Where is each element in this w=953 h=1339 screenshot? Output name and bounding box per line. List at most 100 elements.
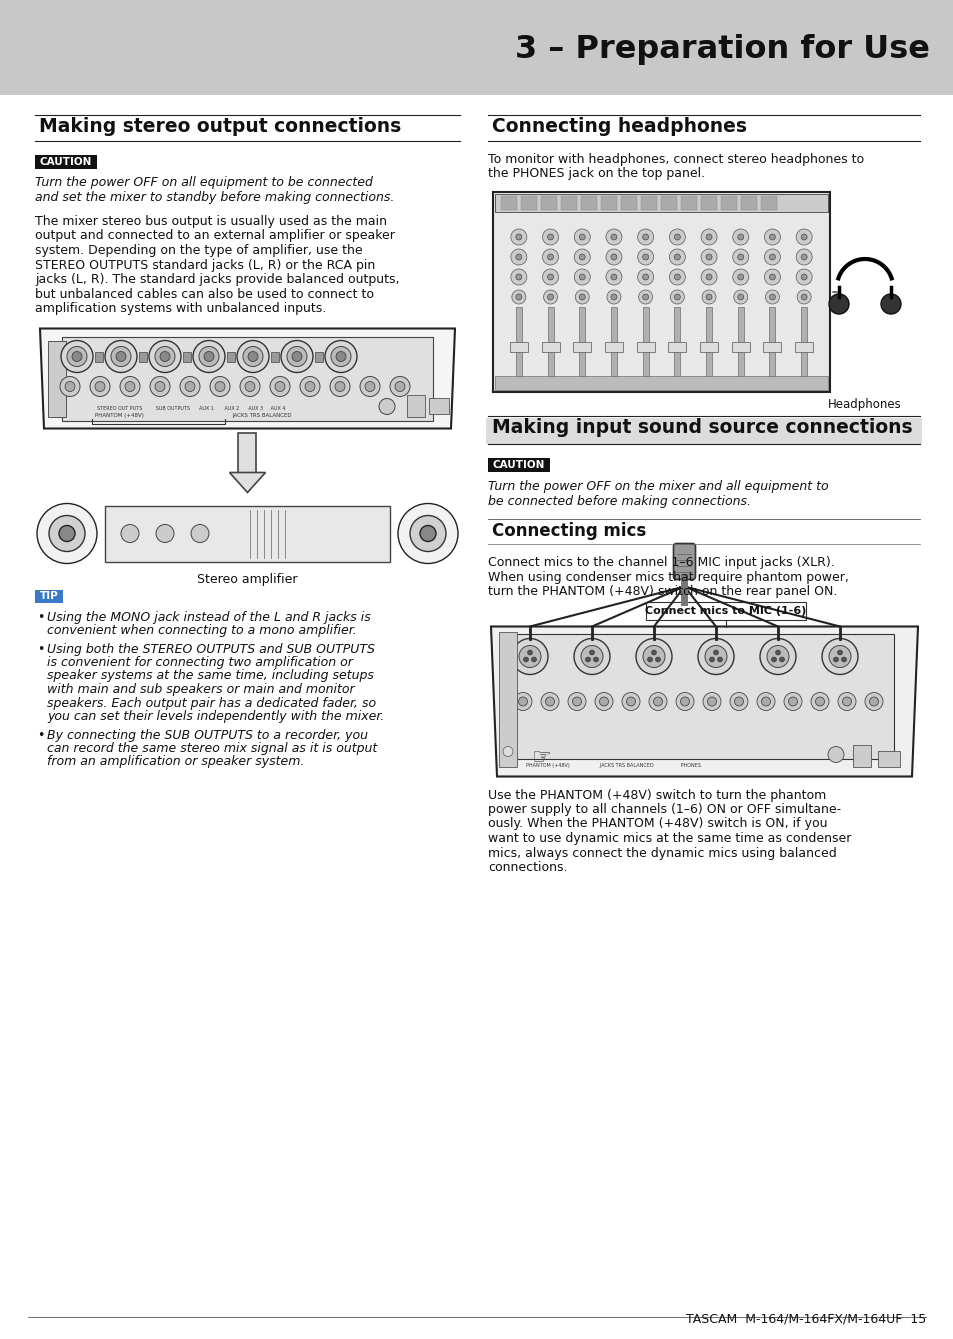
Circle shape [90, 376, 110, 396]
Bar [604, 341, 622, 352]
Text: Using both the STEREO OUTPUTS and SUB OUTPUTS: Using both the STEREO OUTPUTS and SUB OU… [47, 643, 375, 656]
Bar [720, 195, 737, 210]
Circle shape [698, 639, 733, 675]
Circle shape [335, 352, 346, 362]
Circle shape [732, 229, 748, 245]
Text: •: • [37, 611, 45, 624]
Bar [407, 395, 424, 416]
Circle shape [236, 340, 269, 372]
Circle shape [796, 249, 811, 265]
Circle shape [325, 340, 356, 372]
Circle shape [701, 291, 716, 304]
Circle shape [766, 645, 788, 668]
Circle shape [547, 234, 553, 240]
Circle shape [764, 291, 779, 304]
Circle shape [589, 649, 594, 655]
Circle shape [783, 692, 801, 711]
Circle shape [578, 274, 584, 280]
Circle shape [700, 249, 717, 265]
Circle shape [270, 376, 290, 396]
Circle shape [574, 639, 609, 675]
Bar [801, 307, 806, 378]
Text: Using the MONO jack instead of the L and R jacks is: Using the MONO jack instead of the L and… [47, 611, 371, 624]
Circle shape [116, 352, 126, 362]
Circle shape [637, 229, 653, 245]
Circle shape [547, 295, 553, 300]
Text: •: • [37, 728, 45, 742]
Circle shape [707, 698, 716, 706]
Circle shape [651, 649, 656, 655]
Bar [642, 307, 648, 378]
Bar [700, 195, 717, 210]
Circle shape [154, 347, 174, 367]
Circle shape [841, 657, 845, 661]
Text: and set the mixer to standby before making connections.: and set the mixer to standby before maki… [35, 190, 394, 204]
Circle shape [797, 291, 810, 304]
Circle shape [59, 525, 75, 541]
Circle shape [732, 269, 748, 285]
Circle shape [243, 347, 263, 367]
Circle shape [769, 295, 775, 300]
Circle shape [378, 399, 395, 415]
Circle shape [732, 249, 748, 265]
Circle shape [390, 376, 410, 396]
Text: Connect mics to MIC (1-6): Connect mics to MIC (1-6) [644, 605, 805, 616]
Circle shape [801, 254, 806, 260]
Text: TIP: TIP [40, 590, 58, 601]
Circle shape [648, 692, 666, 711]
Circle shape [248, 352, 257, 362]
Circle shape [642, 645, 664, 668]
Circle shape [204, 352, 213, 362]
Circle shape [769, 234, 775, 240]
Text: The mixer stereo bus output is usually used as the main: The mixer stereo bus output is usually u… [35, 216, 387, 228]
Circle shape [626, 698, 635, 706]
Text: speaker systems at the same time, including setups: speaker systems at the same time, includ… [47, 670, 374, 683]
Circle shape [642, 254, 648, 260]
Circle shape [705, 254, 711, 260]
Circle shape [705, 234, 711, 240]
Text: JACKS TRS BALANCED: JACKS TRS BALANCED [232, 414, 292, 419]
Circle shape [705, 274, 711, 280]
Circle shape [769, 274, 775, 280]
Circle shape [763, 249, 780, 265]
Circle shape [510, 249, 526, 265]
Circle shape [709, 657, 714, 661]
Bar [429, 398, 449, 414]
Circle shape [637, 269, 653, 285]
Bar [509, 341, 527, 352]
Bar [762, 341, 781, 352]
Circle shape [292, 352, 302, 362]
Circle shape [771, 657, 776, 661]
Circle shape [61, 340, 92, 372]
Circle shape [801, 274, 806, 280]
Circle shape [757, 692, 774, 711]
Circle shape [737, 254, 743, 260]
Circle shape [578, 234, 584, 240]
Text: Use the PHANTOM (+48V) switch to turn the phantom: Use the PHANTOM (+48V) switch to turn th… [488, 789, 825, 802]
Text: Turn the power OFF on all equipment to be connected: Turn the power OFF on all equipment to b… [35, 175, 373, 189]
Circle shape [864, 692, 882, 711]
Circle shape [510, 269, 526, 285]
Circle shape [610, 234, 617, 240]
Circle shape [527, 649, 532, 655]
Text: Headphones: Headphones [827, 398, 901, 411]
Circle shape [193, 340, 225, 372]
Circle shape [655, 657, 659, 661]
Circle shape [518, 698, 527, 706]
Circle shape [210, 376, 230, 396]
Circle shape [760, 698, 770, 706]
Circle shape [827, 747, 843, 762]
Bar [640, 195, 657, 210]
Bar [62, 336, 433, 420]
Circle shape [512, 291, 525, 304]
Circle shape [734, 698, 742, 706]
Circle shape [769, 254, 775, 260]
Circle shape [837, 692, 855, 711]
Circle shape [598, 698, 608, 706]
Bar [705, 307, 711, 378]
Text: PHANTOM (+48V)                    JACKS TRS BALANCED                  PHONES: PHANTOM (+48V) JACKS TRS BALANCED PHONES [525, 763, 700, 769]
Bar [48, 340, 66, 416]
Circle shape [605, 269, 621, 285]
Bar [488, 458, 550, 473]
Circle shape [729, 692, 747, 711]
